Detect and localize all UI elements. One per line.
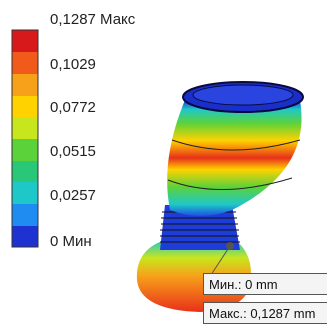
legend-label: 0,1287 Макс — [50, 11, 135, 29]
legend-label: 0,0257 — [50, 187, 96, 205]
legend-label: 0 Мин — [50, 233, 92, 251]
legend-label: 0,0515 — [50, 143, 96, 161]
legend-label: 0,1029 — [50, 56, 96, 74]
legend-label: 0,0772 — [50, 99, 96, 117]
min-callout: Мин.: 0 mm — [203, 273, 327, 295]
color-bar — [12, 30, 38, 247]
max-callout: Макс.: 0,1287 mm — [203, 302, 327, 324]
viewport: 0,1287 Макс 0,1029 0,0772 0,0515 0,0257 … — [0, 0, 327, 324]
